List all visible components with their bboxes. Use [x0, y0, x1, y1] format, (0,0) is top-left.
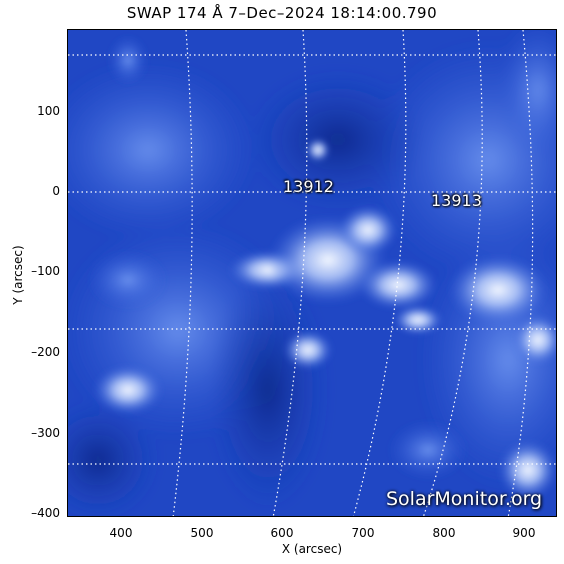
- x-tick-label: 800: [432, 526, 456, 540]
- active-region-label: 13913: [431, 191, 482, 210]
- active-region-label: 13912: [283, 177, 334, 196]
- grid-longitude-line: [352, 30, 407, 516]
- x-tick-label: 900: [512, 526, 536, 540]
- x-tick-label: 700: [351, 526, 375, 540]
- y-tick-label: –400: [31, 506, 60, 520]
- y-tick-label: –100: [31, 264, 60, 278]
- coordinate-grid: [68, 30, 556, 516]
- image-title: SWAP 174 Å 7–Dec–2024 18:14:00.790: [126, 4, 438, 22]
- y-tick-label: 100: [37, 104, 60, 118]
- y-axis-label: Y (arcsec): [11, 245, 25, 305]
- watermark: SolarMonitor.org: [386, 488, 543, 510]
- x-tick-label: 600: [270, 526, 294, 540]
- x-tick-label: 400: [109, 526, 133, 540]
- active-region-loops: [88, 35, 556, 500]
- y-tick-label: –300: [31, 426, 60, 440]
- solar-image-panel: [67, 29, 557, 517]
- grid-longitude-line: [507, 30, 534, 516]
- x-tick-label: 500: [190, 526, 214, 540]
- solar-euv-image: [68, 30, 556, 516]
- y-tick-label: –200: [31, 345, 60, 359]
- x-axis-label: X (arcsec): [281, 542, 343, 556]
- grid-longitude-line: [423, 30, 483, 516]
- y-tick-label: 0: [52, 184, 60, 198]
